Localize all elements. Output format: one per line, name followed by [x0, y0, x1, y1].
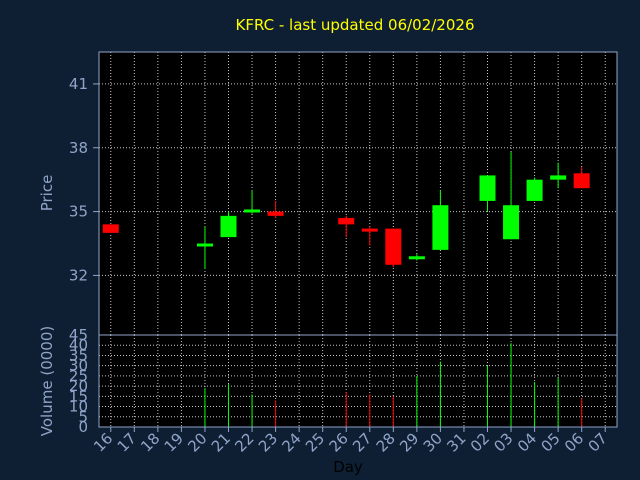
price-candles	[102, 152, 590, 270]
candle-body	[244, 209, 261, 213]
day-tick-label: 02	[467, 429, 493, 455]
volume-tick-label: 35	[69, 346, 88, 364]
day-tick-label: 20	[184, 429, 210, 455]
day-tick-label: 04	[514, 429, 540, 455]
volume-tick-label: 15	[69, 387, 88, 405]
candle-body	[385, 228, 402, 265]
price-tick-label: 35	[69, 203, 88, 221]
day-tick-label: 07	[585, 429, 611, 455]
volume-plot-area	[99, 335, 617, 427]
volume-tick-label: 40	[69, 336, 88, 354]
price-tick-label: 38	[69, 139, 88, 157]
volume-tick-label: 0	[78, 418, 88, 436]
day-tick-label: 06	[561, 429, 587, 455]
volume-bars	[204, 343, 583, 427]
day-tick-label: 26	[326, 429, 352, 455]
day-tick-label: 16	[90, 429, 116, 455]
day-tick-label: 23	[255, 429, 281, 455]
candle-body	[573, 173, 590, 189]
price-tick-label: 41	[69, 75, 88, 93]
price-axis-label: Price	[38, 175, 56, 212]
day-tick-label: 17	[114, 429, 140, 455]
candle-body	[503, 205, 520, 240]
volume-axis-label: Volume (0000)	[38, 326, 56, 436]
day-tick-label: 29	[396, 429, 422, 455]
day-tick-label: 05	[537, 429, 563, 455]
day-tick-label: 27	[349, 429, 375, 455]
volume-tick-label: 30	[69, 357, 88, 375]
candle-body	[267, 211, 284, 216]
candle-body	[479, 175, 496, 201]
day-tick-label: 21	[208, 429, 234, 455]
volume-tick-label: 10	[69, 398, 88, 416]
volume-tick-label: 25	[69, 367, 88, 385]
candle-body	[220, 215, 237, 238]
candle-body	[432, 205, 449, 250]
day-tick-labels: 1617181920212223242526272829303102030405…	[90, 427, 611, 456]
day-tick-label: 30	[420, 429, 446, 455]
candle-body	[526, 179, 543, 201]
volume-tick-label: 5	[78, 408, 88, 426]
day-tick-label: 31	[443, 429, 469, 455]
candle-body	[102, 224, 119, 233]
candle-body	[361, 228, 378, 232]
candle-body	[408, 256, 425, 260]
volume-tick-label: 20	[69, 377, 88, 395]
day-tick-label: 22	[231, 429, 257, 455]
price-tick-label: 32	[69, 266, 88, 284]
price-tick-labels: 32 35 38 41	[69, 75, 99, 284]
day-tick-label: 03	[490, 429, 516, 455]
x-axis-label: Day	[333, 458, 363, 476]
day-tick-label: 19	[161, 429, 187, 455]
day-tick-label: 25	[302, 429, 328, 455]
volume-plot-frame	[98, 334, 618, 428]
day-tick-label: 18	[137, 429, 163, 455]
chart-title: KFRC - last updated 06/02/2026	[236, 16, 475, 34]
candle-body	[338, 217, 355, 225]
candle-body	[196, 243, 213, 247]
day-tick-label: 28	[373, 429, 399, 455]
candle-body	[550, 175, 567, 180]
day-tick-label: 24	[278, 429, 304, 455]
volume-tick-label: 45	[69, 326, 88, 344]
